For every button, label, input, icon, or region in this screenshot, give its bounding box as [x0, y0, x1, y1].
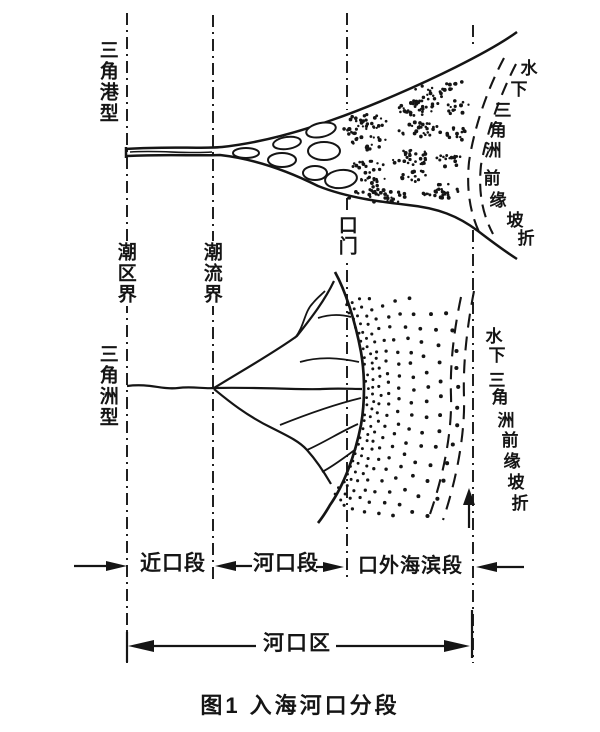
delta-front-slope-break-dashes-top — [467, 57, 517, 239]
up-arrow-head — [463, 488, 475, 505]
estuary-type-label: 三角港型 — [96, 40, 118, 124]
near-mouth-segment-label: 近口段 — [140, 552, 206, 575]
delta-fan — [126, 271, 366, 524]
sandbar-ovals — [232, 121, 358, 190]
offshore-segment-label: 口外海滨段 — [358, 555, 463, 577]
river-line — [126, 384, 215, 390]
estuary-zone-label: 河口区 — [259, 633, 336, 655]
river-mouth-label: 口门 — [335, 214, 357, 258]
delta-front-slope-break-dashes-bottom — [429, 290, 476, 521]
tidal-current-limit-label: 潮流界 — [200, 241, 222, 306]
mouth-segment-label: 河口段 — [253, 552, 319, 575]
arrow-heads — [106, 488, 497, 652]
funnel-stipple-dots — [342, 80, 470, 204]
figure-caption: 图1 入海河口分段 — [200, 693, 400, 718]
delta-front-arc — [316, 271, 366, 524]
delta-type-label: 三角洲型 — [96, 344, 118, 428]
tidal-limit-label: 潮区界 — [114, 241, 136, 306]
delta-front-dot-arcs — [333, 296, 461, 519]
